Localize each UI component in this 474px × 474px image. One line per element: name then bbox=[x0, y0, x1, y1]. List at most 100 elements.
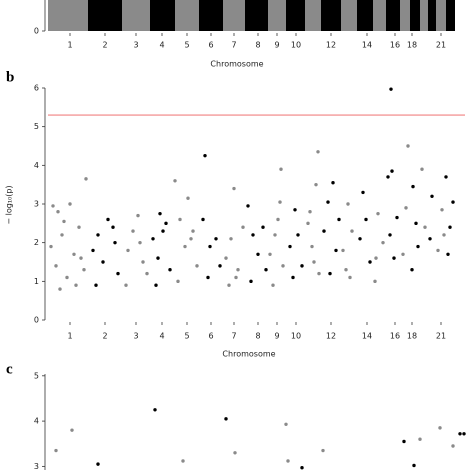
x-tick-label: 9 bbox=[274, 41, 279, 50]
point bbox=[251, 233, 255, 237]
point bbox=[386, 175, 390, 179]
point bbox=[412, 463, 416, 468]
bar bbox=[122, 0, 150, 31]
point bbox=[145, 271, 149, 276]
bar bbox=[410, 0, 420, 31]
point bbox=[261, 225, 265, 229]
point bbox=[138, 240, 142, 245]
bar bbox=[175, 0, 199, 31]
panel-label: c bbox=[6, 361, 13, 377]
point bbox=[141, 260, 145, 264]
point bbox=[430, 194, 434, 198]
bar bbox=[245, 0, 268, 31]
point bbox=[442, 233, 446, 237]
point bbox=[428, 237, 432, 241]
point bbox=[268, 252, 272, 256]
point bbox=[84, 177, 88, 181]
x-tick-label: 16 bbox=[390, 41, 400, 50]
x-tick-label: 2 bbox=[102, 41, 107, 50]
point bbox=[414, 221, 418, 226]
point bbox=[344, 268, 348, 272]
point bbox=[233, 451, 237, 455]
point bbox=[346, 202, 350, 206]
point bbox=[195, 264, 199, 268]
point bbox=[288, 244, 292, 249]
point bbox=[56, 210, 60, 214]
x-tick-label: 12 bbox=[326, 41, 336, 50]
point bbox=[388, 233, 392, 237]
point bbox=[373, 279, 377, 284]
point bbox=[164, 221, 168, 226]
point bbox=[279, 167, 283, 171]
point bbox=[341, 248, 345, 253]
point bbox=[62, 219, 66, 224]
point bbox=[423, 225, 427, 229]
bar bbox=[436, 0, 446, 31]
point bbox=[310, 244, 314, 249]
x-tick-label: 2 bbox=[102, 332, 107, 341]
point bbox=[91, 248, 95, 253]
bar bbox=[223, 0, 245, 31]
x-tick-label: 5 bbox=[184, 332, 189, 341]
point bbox=[51, 204, 55, 208]
x-axis-label: Chromosome bbox=[222, 350, 275, 359]
point bbox=[331, 181, 335, 185]
x-tick-label: 6 bbox=[208, 41, 213, 50]
point bbox=[224, 417, 228, 421]
point bbox=[154, 283, 158, 287]
point bbox=[348, 275, 352, 280]
point bbox=[236, 268, 240, 272]
point bbox=[401, 252, 405, 256]
point bbox=[316, 150, 320, 154]
point bbox=[273, 233, 277, 237]
point bbox=[358, 237, 362, 241]
bar bbox=[88, 0, 122, 31]
point bbox=[60, 233, 64, 237]
x-tick-label: 12 bbox=[326, 332, 336, 341]
y-tick-label: 3 bbox=[34, 462, 39, 471]
point bbox=[229, 237, 233, 241]
y-axis-label: − log₁₀(p) bbox=[5, 185, 14, 224]
point bbox=[451, 200, 455, 204]
x-tick-label: 18 bbox=[407, 332, 417, 341]
y-tick-label: 6 bbox=[34, 84, 39, 93]
point bbox=[173, 179, 177, 183]
point bbox=[444, 175, 448, 179]
y-tick-label: 5 bbox=[34, 371, 39, 380]
bar bbox=[305, 0, 321, 31]
point bbox=[168, 268, 172, 272]
point bbox=[113, 240, 117, 245]
x-tick-label: 9 bbox=[274, 332, 279, 341]
y-tick-label: 4 bbox=[34, 417, 39, 426]
point bbox=[54, 264, 58, 268]
point bbox=[186, 196, 190, 200]
point bbox=[374, 256, 378, 260]
point bbox=[350, 229, 354, 233]
point bbox=[234, 275, 238, 280]
point bbox=[77, 225, 81, 229]
x-tick-label: 1 bbox=[67, 332, 72, 341]
point bbox=[136, 213, 140, 218]
x-tick-label: 14 bbox=[362, 41, 372, 50]
point bbox=[296, 233, 300, 237]
point bbox=[314, 182, 318, 187]
bar bbox=[321, 0, 341, 31]
point bbox=[326, 200, 330, 204]
point bbox=[101, 260, 105, 264]
point bbox=[201, 217, 205, 222]
x-tick-label: 4 bbox=[159, 332, 164, 341]
bar bbox=[150, 0, 175, 31]
point bbox=[227, 283, 231, 287]
point bbox=[158, 211, 162, 216]
point bbox=[183, 244, 187, 249]
point bbox=[68, 202, 72, 206]
point bbox=[278, 200, 282, 204]
y-tick-label: 0 bbox=[34, 316, 39, 325]
point bbox=[189, 237, 193, 241]
point bbox=[337, 217, 341, 222]
point bbox=[321, 448, 325, 453]
point bbox=[214, 237, 218, 241]
x-axis-label: Chromosome bbox=[210, 60, 263, 69]
point bbox=[82, 268, 86, 272]
